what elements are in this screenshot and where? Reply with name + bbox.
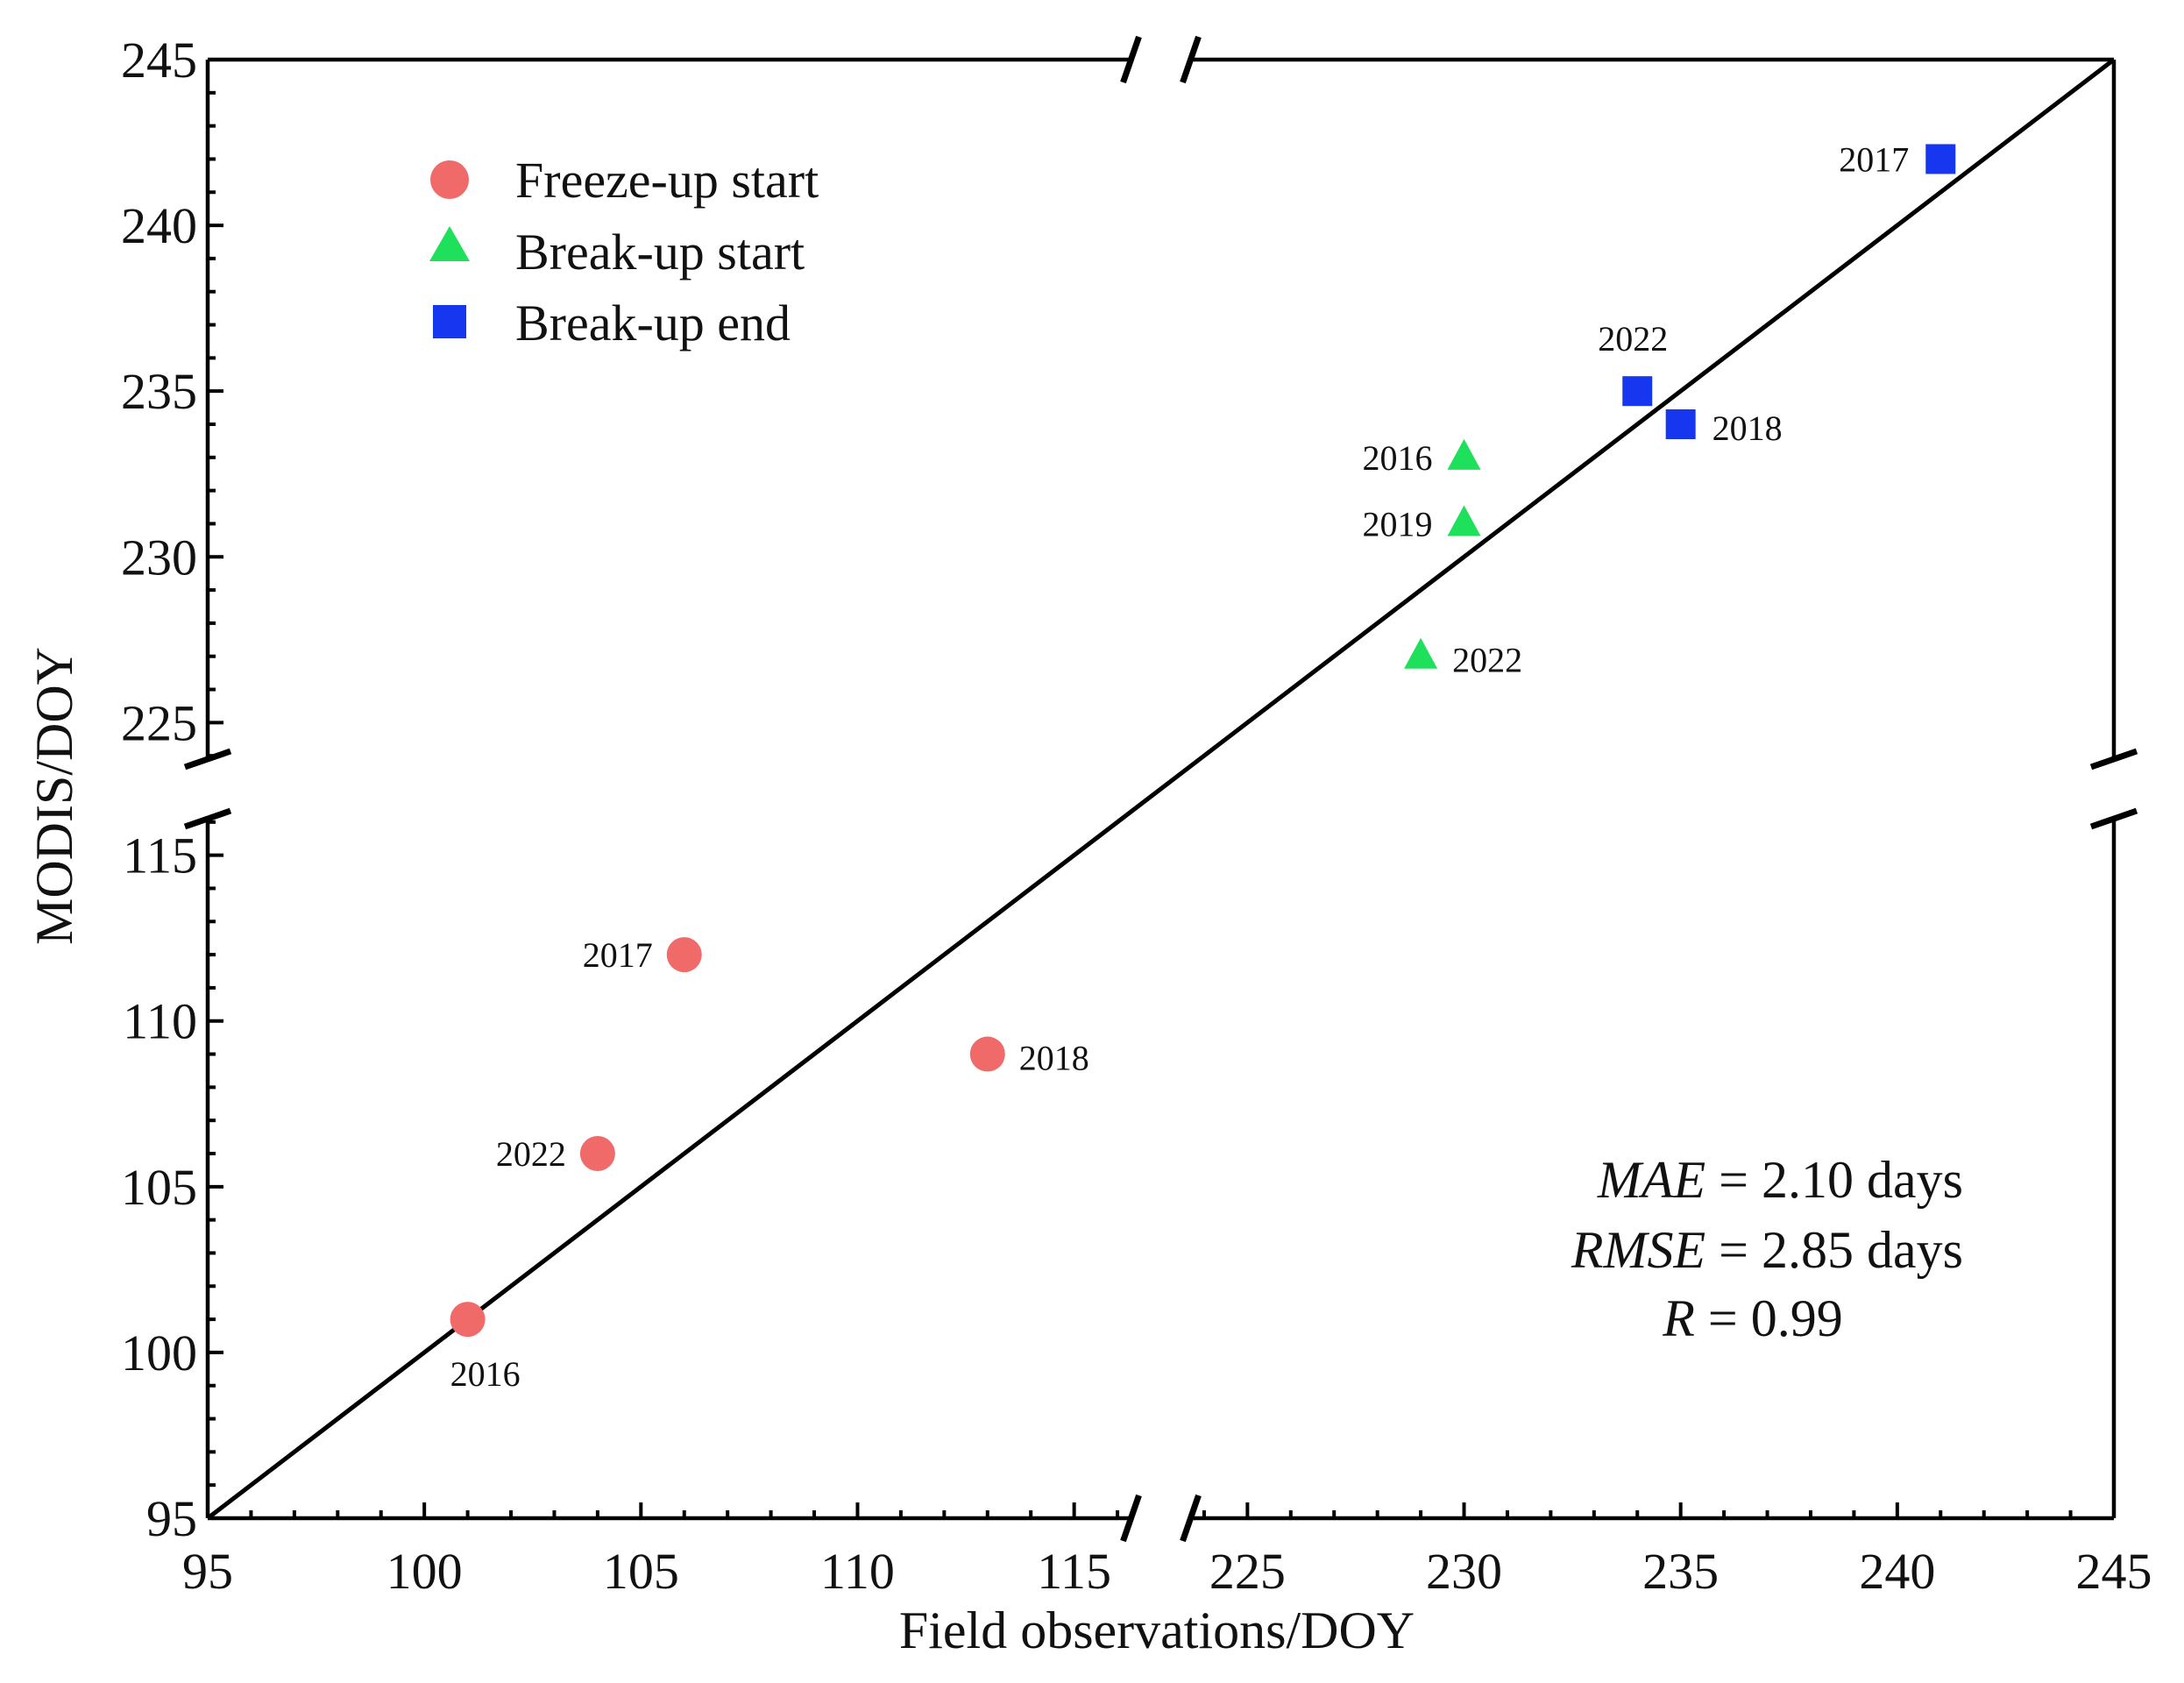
y-tick-label: 100 — [121, 1324, 197, 1381]
x-tick-label: 245 — [2076, 1543, 2152, 1600]
y-break-left-slash-1 — [183, 748, 232, 770]
y-break-right-slash-2 — [2089, 807, 2138, 830]
break-up-end-point — [1622, 376, 1653, 407]
freeze-up-start-point — [579, 1136, 615, 1171]
point-year-label: 2016 — [450, 1354, 521, 1394]
rmse-stat: RMSE = 2.85 days — [1571, 1221, 1963, 1279]
point-year-label: 2022 — [1598, 319, 1668, 359]
rmse-label: RMSE — [1571, 1221, 1705, 1279]
legend: Freeze-up start Break-up start Break-up … — [429, 152, 819, 352]
freeze-up-start-point — [666, 937, 702, 973]
break-up-start-point — [1404, 637, 1438, 669]
break-up-start-point — [1447, 438, 1481, 470]
point-year-label: 2016 — [1363, 438, 1433, 478]
point-year-label: 2017 — [583, 935, 653, 975]
mae-value: = 2.10 days — [1705, 1151, 1963, 1209]
y-tick-label: 235 — [121, 363, 197, 420]
axis-tick-labels: 95 100 105 110 115 225 230 235 240 245 95 100 105 110… — [121, 32, 2152, 1600]
break-up-end-point — [1665, 409, 1696, 439]
x-tick-label: 115 — [1037, 1543, 1111, 1600]
x-axis-title: Field observations/DOY — [899, 1601, 1415, 1659]
y-tick-label: 240 — [121, 197, 197, 254]
legend-label-freeze-up-start: Freeze-up start — [515, 152, 819, 209]
x-tick-label: 240 — [1859, 1543, 1935, 1600]
y-tick-label: 115 — [123, 827, 197, 884]
axis-break-marks — [183, 35, 2138, 1543]
point-year-label: 2022 — [496, 1134, 566, 1174]
y-tick-label: 245 — [121, 32, 197, 89]
point-year-label: 2018 — [1712, 408, 1783, 448]
x-tick-label: 225 — [1209, 1543, 1286, 1600]
point-year-label: 2022 — [1452, 641, 1522, 680]
point-year-label: 2017 — [1839, 139, 1909, 179]
legend-square-marker — [433, 305, 466, 338]
r-stat: R = 0.99 — [1662, 1289, 1843, 1347]
break-up-start-point — [1447, 505, 1481, 536]
x-tick-label: 230 — [1426, 1543, 1502, 1600]
r-value: = 0.99 — [1695, 1289, 1843, 1347]
x-break-bottom-slash-2 — [1180, 1494, 1202, 1543]
y-tick-label: 230 — [121, 529, 197, 586]
r-label: R — [1662, 1289, 1695, 1347]
mae-stat: MAE = 2.10 days — [1597, 1151, 1963, 1209]
x-tick-label: 235 — [1642, 1543, 1719, 1600]
x-break-top-slash-2 — [1180, 35, 1202, 84]
plot-frame — [205, 57, 2117, 1521]
legend-label-break-up-end: Break-up end — [515, 295, 791, 352]
break-up-end-point — [1925, 144, 1956, 174]
y-tick-label: 110 — [123, 993, 197, 1050]
y-tick-label: 95 — [146, 1490, 197, 1547]
x-tick-label: 100 — [386, 1543, 463, 1600]
x-tick-label: 110 — [820, 1543, 895, 1600]
y-break-left-slash-2 — [183, 807, 232, 830]
statistics-annotation: MAE = 2.10 days RMSE = 2.85 days R = 0.9… — [1571, 1151, 1963, 1347]
point-year-label: 2019 — [1363, 504, 1433, 543]
x-tick-label: 95 — [182, 1543, 233, 1600]
x-break-bottom-slash-1 — [1120, 1494, 1142, 1543]
one-to-one-line — [206, 58, 2116, 1520]
freeze-up-start-point — [969, 1036, 1005, 1072]
y-break-right-slash-1 — [2089, 748, 2138, 770]
legend-circle-marker — [430, 160, 469, 199]
x-tick-label: 105 — [603, 1543, 679, 1600]
rmse-value: = 2.85 days — [1705, 1221, 1963, 1279]
point-year-label: 2018 — [1019, 1039, 1089, 1078]
y-tick-label: 225 — [121, 694, 197, 751]
y-tick-label: 105 — [121, 1159, 197, 1216]
y-axis-title: MODIS/DOY — [25, 647, 83, 945]
x-break-top-slash-1 — [1120, 35, 1142, 84]
data-points — [450, 144, 1956, 1338]
freeze-up-start-point — [450, 1302, 486, 1338]
legend-label-break-up-start: Break-up start — [515, 224, 805, 280]
mae-label: MAE — [1597, 1151, 1705, 1209]
data-point-labels: 2016 2017 2018 2022 2016 2019 2022 2017 2018 2022 — [450, 139, 1910, 1394]
legend-triangle-marker — [429, 226, 470, 261]
